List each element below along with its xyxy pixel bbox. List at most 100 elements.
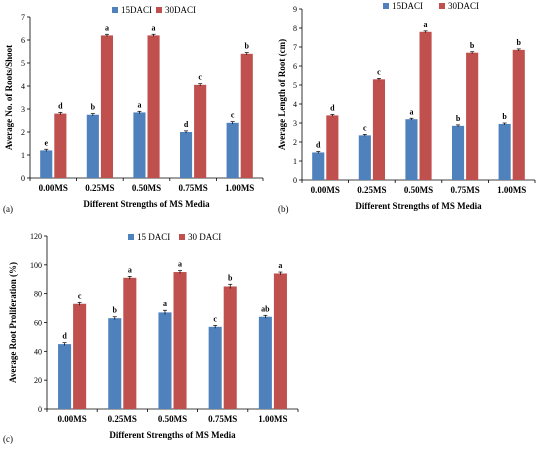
x-axis-title: Different Strengths of MS Media: [109, 430, 236, 440]
legend-label: 15 DACI: [137, 232, 170, 242]
significance-letter: b: [245, 42, 250, 51]
x-tick-label: 0.25MS: [108, 414, 137, 424]
significance-letter: d: [330, 103, 335, 112]
significance-letter: c: [198, 73, 202, 82]
chart-panel-c: 0 20 40 60 80 100 120 0.00MS d c 0.25MS b a 0.50MS a a 0…: [3, 232, 299, 444]
x-tick-label: 0.75MS: [208, 414, 237, 424]
y-tick-label: 0: [38, 405, 42, 414]
y-tick-label: 7: [293, 43, 297, 52]
bar-series1: [58, 344, 72, 409]
chart-panel-b: 0 1 2 3 4 5 6 7 8 9 0.00MS d d 0.25MS c c 0.50MS a a 0.75MS…: [277, 1, 536, 214]
significance-letter: c: [377, 67, 381, 76]
panel-label: (c): [3, 434, 13, 444]
bar-series2: [326, 115, 339, 180]
bar-series2: [100, 35, 114, 179]
bar-series1: [133, 112, 146, 178]
bar-series1: [86, 114, 99, 178]
significance-letter: b: [502, 112, 507, 121]
bar-series1: [258, 316, 272, 409]
panel-label: (a): [3, 204, 13, 214]
y-tick-label: 2: [293, 138, 297, 147]
bar-series2: [123, 277, 137, 409]
legend-swatch: [383, 3, 389, 9]
x-tick-label: 0.50MS: [404, 185, 433, 195]
bar-series1: [108, 318, 122, 409]
y-tick-label: 4: [293, 100, 297, 109]
legend-label: 30DACI: [448, 1, 479, 11]
bar-series2: [240, 53, 253, 178]
x-tick-label: 0.50MS: [132, 183, 161, 193]
legend-swatch: [156, 7, 162, 13]
x-tick-label: 0.25MS: [357, 185, 386, 195]
significance-letter: a: [424, 20, 428, 29]
y-axis-title: Average Length of Root (cm): [277, 39, 287, 150]
bar-series1: [358, 135, 371, 180]
legend-swatch: [112, 7, 118, 13]
bar-series1: [208, 326, 222, 409]
x-tick-label: 0.75MS: [450, 185, 479, 195]
significance-letter: a: [137, 100, 141, 109]
y-tick-label: 1: [21, 151, 25, 160]
x-tick-label: 0.50MS: [158, 414, 187, 424]
significance-letter: e: [44, 138, 48, 147]
y-tick-label: 4: [21, 82, 25, 91]
significance-letter: a: [178, 260, 182, 269]
legend-swatch: [179, 234, 185, 240]
significance-letter: b: [517, 38, 522, 47]
bar-series1: [158, 312, 172, 409]
x-axis-title: Different Strengths of MS Media: [83, 199, 210, 209]
significance-letter: a: [152, 23, 156, 32]
bar-series1: [179, 132, 193, 178]
significance-letter: b: [456, 114, 461, 123]
significance-letter: b: [470, 41, 475, 50]
legend-swatch: [128, 234, 134, 240]
bar-series2: [173, 272, 187, 409]
x-tick-label: 1.00MS: [258, 414, 287, 424]
x-tick-label: 1.00MS: [225, 183, 254, 193]
bar-series2: [273, 273, 287, 409]
legend-label: 30DACI: [165, 5, 196, 15]
bar-series1: [312, 152, 325, 180]
y-tick-label: 7: [21, 13, 25, 22]
y-tick-label: 60: [34, 319, 42, 328]
y-tick-label: 2: [21, 128, 25, 137]
bar-series2: [466, 52, 479, 181]
bar-series2: [223, 286, 237, 409]
bar-series2: [419, 31, 432, 180]
panel-label: (b): [278, 204, 289, 214]
bar-series2: [512, 49, 525, 180]
significance-letter: d: [62, 332, 67, 341]
significance-letter: a: [128, 265, 132, 274]
significance-letter: c: [231, 111, 235, 120]
y-axis-title: Average No. of Roots/Shoot: [4, 45, 14, 150]
chart-panel-a: 0 1 2 3 4 5 6 7 0.00MS e d 0.25MS b a 0.50MS a a 0.75MS d c…: [3, 5, 264, 214]
bar-series1: [498, 123, 511, 180]
y-tick-label: 0: [21, 174, 25, 183]
significance-letter: a: [163, 299, 167, 308]
legend-label: 15DACI: [121, 5, 152, 15]
bar-series2: [372, 79, 386, 180]
y-tick-label: 6: [293, 62, 297, 71]
y-tick-label: 3: [293, 119, 297, 128]
bar-series1: [451, 125, 465, 180]
legend-label: 30 DACI: [188, 232, 221, 242]
y-tick-label: 20: [34, 376, 42, 385]
bar-series1: [226, 122, 239, 178]
y-tick-label: 6: [21, 36, 25, 45]
bar-series2: [73, 303, 87, 409]
significance-letter: ab: [261, 304, 270, 313]
x-tick-label: 0.75MS: [178, 183, 207, 193]
x-tick-label: 0.00MS: [57, 414, 86, 424]
y-tick-label: 0: [293, 176, 297, 185]
y-tick-label: 100: [30, 261, 42, 270]
bar-series1: [405, 119, 418, 180]
significance-letter: a: [409, 107, 413, 116]
x-tick-label: 1.00MS: [497, 185, 526, 195]
significance-letter: c: [213, 314, 217, 323]
significance-letter: b: [228, 273, 233, 282]
significance-letter: a: [105, 23, 109, 32]
legend-label: 15DACI: [392, 1, 423, 11]
y-tick-label: 40: [34, 347, 42, 356]
bar-series2: [194, 84, 207, 178]
significance-letter: d: [316, 141, 321, 150]
